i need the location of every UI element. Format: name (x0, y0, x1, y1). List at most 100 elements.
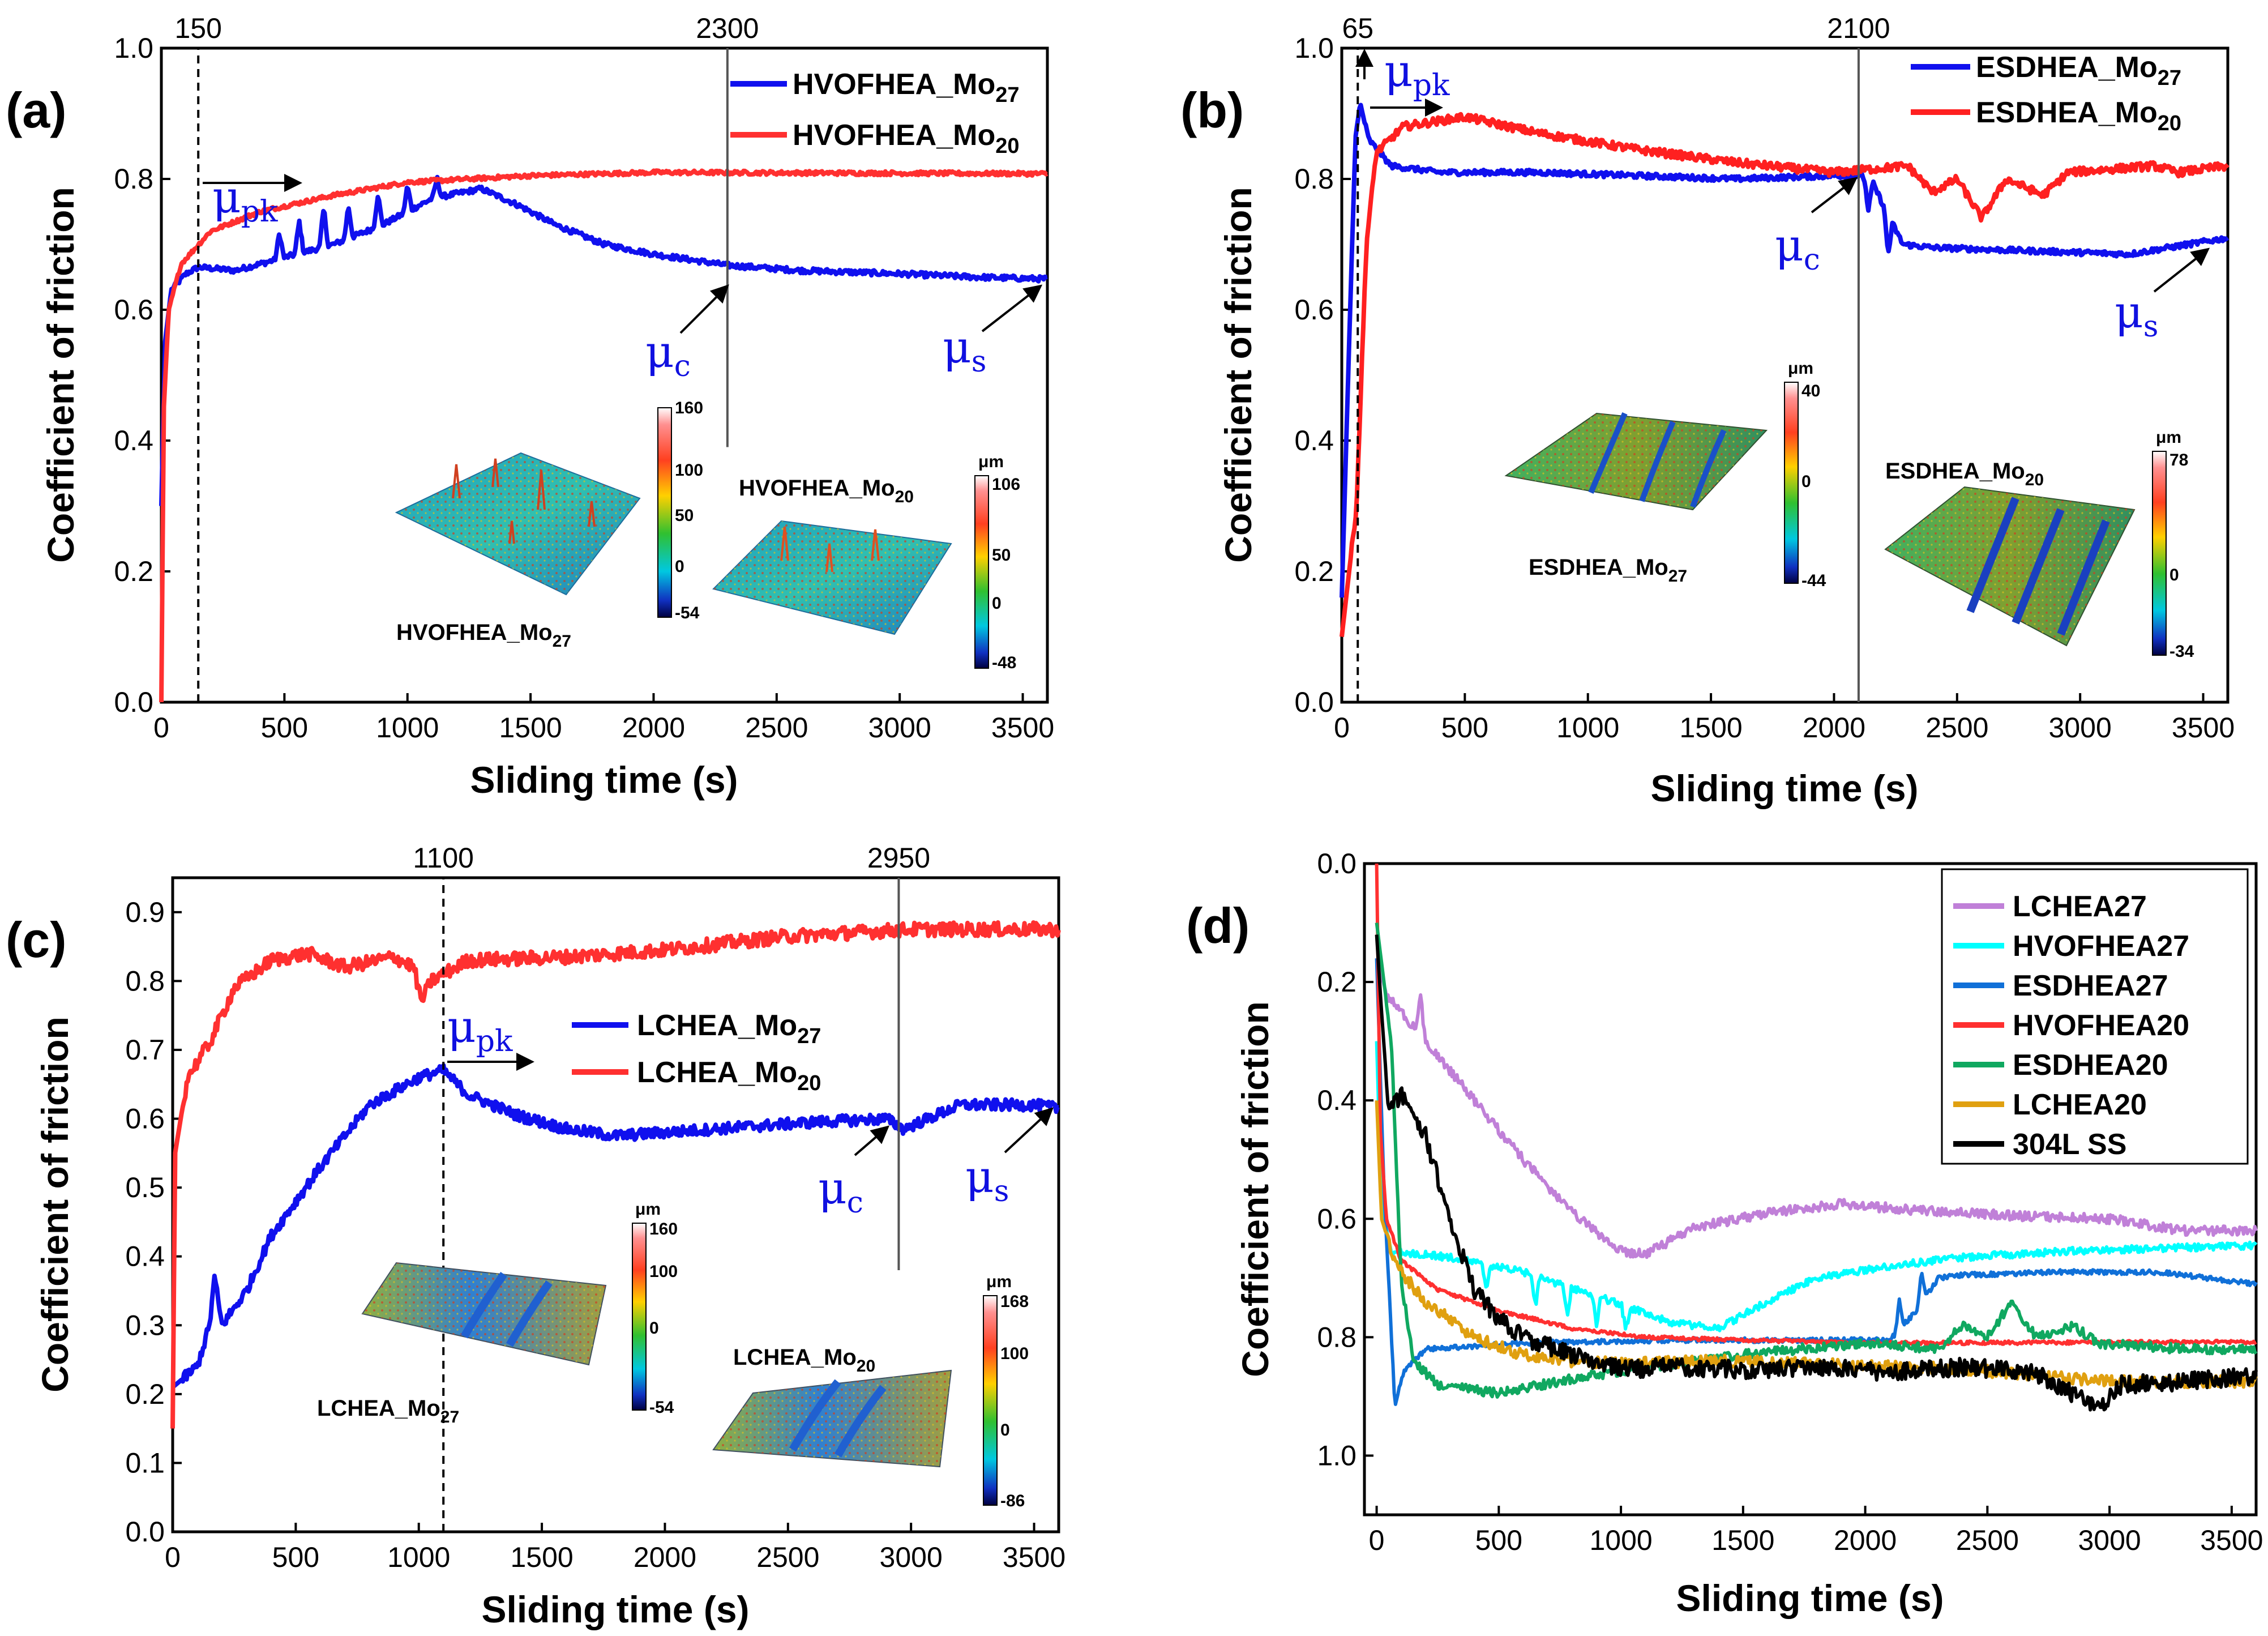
y-tick-label-a-0: 0.0 (114, 686, 153, 718)
marker-label-b-0: 65 (1342, 12, 1373, 44)
colorbar-tick-c-20-1: 100 (1000, 1344, 1029, 1363)
colorbar-tick-a-20-1: 50 (992, 546, 1011, 565)
x-tick-label-b-1: 500 (1441, 712, 1488, 744)
x-tick-label-a-5: 2500 (745, 712, 808, 744)
colorbar-a-20 (974, 475, 989, 669)
y-tick-label-c-9: 0.9 (125, 896, 165, 928)
x-tick-label-d-2: 1000 (1589, 1524, 1652, 1556)
colorbar-a-27 (657, 407, 672, 618)
y-tick-label-a-1: 0.2 (114, 556, 153, 587)
series-c (170, 920, 1061, 1429)
x-tick-label-b-3: 1500 (1679, 712, 1742, 744)
series-line-b-0 (1340, 102, 2230, 598)
colorbar-tick-a-27-2: 50 (675, 506, 694, 525)
x-tick-label-a-2: 1000 (376, 712, 439, 744)
colorbar-tick-c-20-0: 168 (1000, 1292, 1029, 1311)
inset-surface-c-27 (361, 1262, 607, 1366)
legend-label-d-0: LCHEA27 (2013, 890, 2147, 923)
series-line-d-0 (1375, 958, 2258, 1259)
arrow-mu-c-c (854, 1125, 890, 1156)
series-line-d-6 (1375, 934, 2258, 1412)
arrow-mu-s-c (1004, 1107, 1054, 1154)
inset-caption-c-27: LCHEA_Mo27 (317, 1396, 459, 1426)
legend-label-d-3: HVOFHEA20 (2013, 1009, 2189, 1042)
colorbar-unit-b-20: μm (2156, 428, 2181, 447)
series-line-b-1 (1340, 112, 2230, 637)
legend-label-c-1: LCHEA_Mo20 (637, 1056, 821, 1095)
y-tick-label-d-4: 0.8 (1317, 1321, 1356, 1353)
x-tick-label-c-7: 3500 (1003, 1541, 1065, 1573)
inset-caption-b-20: ESDHEA_Mo20 (1885, 459, 2044, 489)
y-tick-label-a-3: 0.6 (114, 294, 153, 326)
arrow-mu-c-b (1811, 177, 1858, 213)
series-line-a-1 (159, 168, 1049, 703)
y-tick-label-a-2: 0.4 (114, 425, 153, 456)
colorbar-tick-c-27-0: 160 (649, 1220, 678, 1238)
legend-label-d-2: ESDHEA27 (2013, 969, 2168, 1002)
legend-label-d-4: ESDHEA20 (2013, 1049, 2168, 1082)
legend-label-d-6: 304L SS (2013, 1128, 2126, 1161)
annotation-mu-s-c: μs (965, 1152, 1009, 1208)
y-tick-label-c-1: 0.1 (125, 1447, 165, 1479)
colorbar-tick-c-20-2: 0 (1000, 1421, 1010, 1439)
marker-label-c-1: 2950 (867, 842, 930, 874)
x-tick-label-a-1: 500 (261, 712, 308, 744)
y-tick-label-c-8: 0.8 (125, 965, 165, 997)
colorbar-tick-b-20-2: -34 (2169, 642, 2194, 661)
x-axis-label-b: Sliding time (s) (1650, 767, 1918, 809)
ticks-b: 0 500 1000 1500 2000 2500 3000 3500 0.0 0.2 0.4 0.6… (1294, 32, 2235, 744)
colorbar-tick-b-20-1: 0 (2169, 566, 2179, 584)
x-tick-label-c-0: 0 (165, 1541, 181, 1573)
annotation-mu-s-a: μs (943, 322, 986, 379)
ticks-a: 0 500 1000 1500 2000 2500 3000 35000.00.20.40.6… (114, 32, 1054, 744)
colorbar-tick-a-27-3: 0 (675, 557, 684, 576)
colorbar-tick-a-27-1: 100 (675, 461, 703, 480)
y-tick-label-c-7: 0.7 (125, 1034, 165, 1066)
series-line-a-0 (159, 174, 1049, 506)
colorbar-b-27 (1784, 382, 1799, 584)
y-tick-label-c-2: 0.2 (125, 1378, 165, 1410)
y-tick-label-b-0: 0.0 (1294, 686, 1334, 718)
markers-c: 1100 2950 (413, 842, 930, 1532)
plot-frame-d (1363, 862, 2258, 1517)
marker-label-b-1: 2100 (1827, 12, 1890, 44)
x-tick-label-b-7: 3500 (2172, 712, 2235, 744)
colorbar-tick-a-27-0: 160 (675, 399, 703, 417)
y-tick-label-d-5: 1.0 (1317, 1439, 1356, 1471)
x-tick-label-d-1: 500 (1475, 1524, 1522, 1556)
legend-label-b-1: ESDHEA_Mo20 (1976, 96, 2181, 135)
y-tick-label-c-6: 0.6 (125, 1103, 165, 1135)
x-tick-label-c-4: 2000 (634, 1541, 696, 1573)
colorbar-tick-a-27-4: -54 (675, 604, 700, 622)
colorbar-b-20 (2152, 451, 2167, 656)
inset-surface-a-20 (712, 520, 952, 635)
x-tick-label-d-3: 1500 (1711, 1524, 1774, 1556)
inset-caption-c-20: LCHEA_Mo20 (733, 1345, 875, 1376)
x-tick-label-b-4: 2000 (1803, 712, 1865, 744)
panel-label-d: (d) (1186, 898, 1249, 954)
annotation-mu-c-a: μc (645, 327, 691, 383)
x-tick-label-c-1: 500 (272, 1541, 319, 1573)
panel-b: 0 500 1000 1500 2000 2500 3000 3500 0.0 0.2 0.4 0.6… (1180, 12, 2235, 809)
ticks-c: 0 500 1000 1500 2000 2500 3000 35000.00.10.20.3… (125, 896, 1065, 1573)
y-tick-label-b-2: 0.4 (1294, 425, 1334, 456)
colorbar-tick-c-27-2: 0 (649, 1319, 659, 1338)
legend-label-d-1: HVOFHEA27 (2013, 930, 2189, 963)
x-tick-label-b-6: 3000 (2049, 712, 2112, 744)
annotation-mu-c-c: μc (818, 1163, 863, 1220)
colorbar-tick-a-20-3: -48 (992, 653, 1016, 672)
panel-d: 0 500 1000 1500 2000 2500 3000 3500 0.0 0.2 0.4 0.6… (1186, 848, 2263, 1619)
x-tick-label-c-3: 1500 (510, 1541, 573, 1573)
x-tick-label-a-6: 3000 (868, 712, 931, 744)
x-tick-label-a-7: 3500 (991, 712, 1054, 744)
legend-label-c-0: LCHEA_Mo27 (637, 1009, 821, 1048)
panel-label-b: (b) (1180, 82, 1244, 138)
colorbar-unit-a-20: μm (978, 452, 1004, 471)
annotation-mu-pk-c: μpk (447, 1002, 513, 1058)
x-tick-label-d-4: 2000 (1834, 1524, 1897, 1556)
colorbar-c-27 (632, 1223, 647, 1411)
y-tick-label-c-3: 0.3 (125, 1309, 165, 1341)
y-axis-label-a: Coefficient of friction (40, 187, 82, 563)
x-tick-label-c-6: 3000 (880, 1541, 943, 1573)
